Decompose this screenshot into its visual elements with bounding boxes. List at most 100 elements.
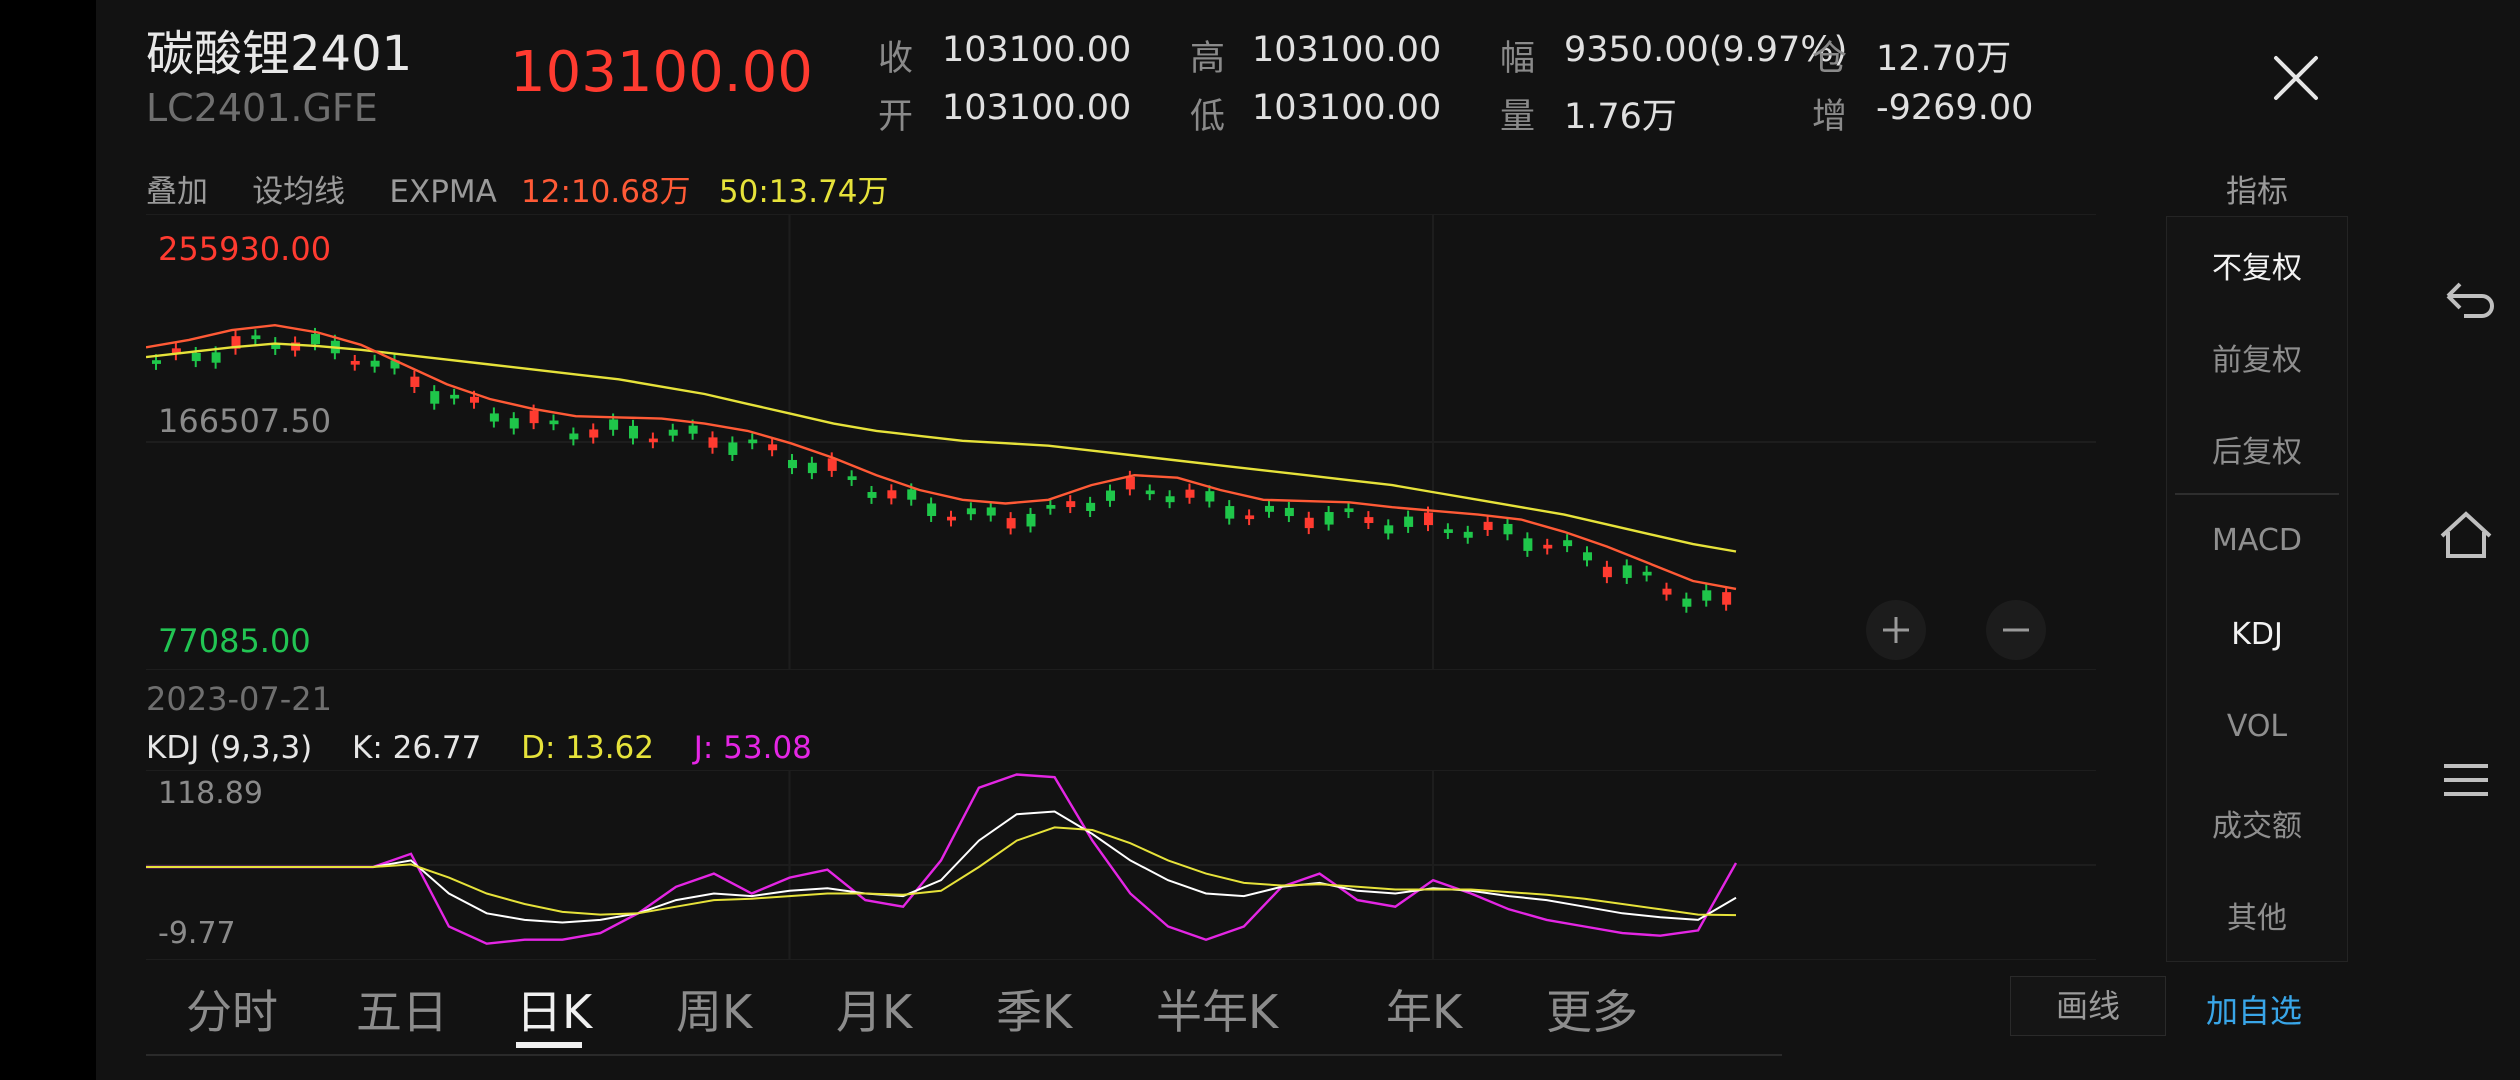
draw-line-label: 画线	[2055, 987, 2120, 1025]
indicator-tab[interactable]: 指标	[2226, 174, 2288, 210]
price-mid-label: 166507.50	[158, 402, 332, 440]
candle	[748, 439, 758, 444]
tab-baseline	[146, 1054, 1782, 1056]
candle	[1324, 512, 1334, 525]
tab-five-day[interactable]: 五日	[356, 985, 448, 1039]
increase-label: 增	[1812, 97, 1848, 137]
tab-half-year-k[interactable]: 半年K	[1156, 985, 1279, 1039]
candle	[1225, 506, 1235, 519]
candle	[529, 410, 539, 424]
high-label: 高	[1190, 39, 1226, 79]
kdj-d-value: D: 13.62	[521, 730, 654, 766]
candle	[1384, 525, 1394, 534]
panel-item-macd[interactable]: MACD	[2212, 523, 2302, 558]
candle	[350, 360, 360, 365]
candle	[1583, 552, 1592, 561]
tab-quarterly-k[interactable]: 季K	[996, 985, 1073, 1039]
kdj-j-line	[146, 773, 1738, 945]
candle	[668, 429, 678, 436]
candle	[609, 419, 619, 430]
candle	[1443, 529, 1453, 533]
set-ma-button[interactable]: 设均线	[252, 174, 346, 210]
candle	[887, 490, 897, 499]
kdj-chart	[146, 770, 2096, 960]
kdj-params: KDJ (9,3,3)	[146, 730, 313, 766]
plus-icon	[1883, 617, 1909, 643]
tab-intraday[interactable]: 分时	[186, 985, 278, 1039]
active-tab-indicator	[516, 1042, 582, 1048]
panel-item-kdj[interactable]: KDJ	[2231, 617, 2283, 652]
panel-item-forward-adjust[interactable]: 前复权	[2212, 343, 2302, 378]
candle	[1245, 515, 1255, 520]
candle	[410, 376, 420, 387]
panel-item-backward-adjust[interactable]: 后复权	[2212, 435, 2302, 470]
candle	[251, 335, 261, 340]
high-value: 103100.00	[1252, 30, 1442, 70]
panel-item-turnover[interactable]: 成交额	[2212, 809, 2302, 844]
position-value: 12.70万	[1876, 39, 2012, 79]
panel-item-no-adjust[interactable]: 不复权	[2212, 251, 2302, 286]
candle	[430, 391, 440, 404]
price-min-label: 77085.00	[158, 622, 311, 660]
low-value: 103100.00	[1252, 88, 1442, 128]
candle	[1602, 566, 1612, 578]
candle	[1145, 490, 1155, 495]
candlestick-chart	[146, 214, 2096, 670]
candle	[569, 433, 579, 440]
open-value: 103100.00	[942, 88, 1132, 128]
tab-monthly-k[interactable]: 月K	[836, 985, 913, 1039]
home-icon[interactable]	[2426, 496, 2506, 576]
add-watchlist-button[interactable]: 加自选	[2206, 986, 2302, 1032]
tab-weekly-k[interactable]: 周K	[676, 985, 753, 1039]
candle	[1006, 518, 1016, 529]
candle	[788, 459, 797, 469]
candle	[1622, 565, 1632, 578]
zoom-out-button[interactable]	[1986, 600, 2046, 660]
candle	[1066, 501, 1076, 508]
panel-item-vol[interactable]: VOL	[2226, 709, 2288, 744]
close-label: 收	[878, 39, 914, 79]
draw-line-button[interactable]: 画线	[2010, 976, 2166, 1036]
cursor-date: 2023-07-21	[146, 680, 332, 718]
candle	[688, 425, 698, 434]
candle	[450, 394, 460, 399]
volume-value: 1.76万	[1564, 97, 1677, 137]
ema12-value: 12:10.68万	[521, 174, 691, 210]
candle	[311, 333, 320, 345]
candle	[1086, 502, 1096, 511]
position-label: 仓	[1812, 39, 1848, 79]
tab-more[interactable]: 更多	[1546, 985, 1638, 1039]
candle	[986, 507, 996, 516]
candle	[171, 348, 181, 355]
add-watchlist-label: 加自选	[2206, 992, 2303, 1030]
tab-daily-k[interactable]: 日K	[516, 985, 593, 1039]
candle	[1165, 496, 1175, 503]
candle	[271, 343, 281, 349]
back-icon[interactable]	[2426, 258, 2506, 338]
candle	[1722, 592, 1732, 605]
overlay-button[interactable]: 叠加	[146, 174, 208, 210]
contract-code: LC2401.GFE	[146, 86, 378, 130]
close-icon[interactable]	[2268, 50, 2324, 106]
candle	[470, 396, 479, 403]
zoom-in-button[interactable]	[1866, 600, 1926, 660]
ema50-line	[146, 342, 1737, 553]
candle	[1543, 544, 1553, 549]
candle	[152, 360, 161, 364]
menu-icon[interactable]	[2426, 740, 2506, 820]
tab-yearly-k[interactable]: 年K	[1386, 985, 1463, 1039]
candle	[370, 360, 380, 367]
panel-item-other[interactable]: 其他	[2227, 901, 2287, 936]
contract-name: 碳酸锂2401	[146, 26, 413, 82]
candle	[807, 462, 817, 474]
candle	[390, 360, 400, 369]
candle	[708, 437, 718, 448]
candle	[629, 425, 638, 439]
candle	[231, 336, 241, 349]
candle	[211, 352, 221, 363]
close-value: 103100.00	[942, 30, 1132, 70]
candle	[1642, 571, 1652, 576]
candle	[1503, 523, 1513, 535]
open-label: 开	[878, 97, 914, 137]
ema12-line	[146, 323, 1737, 591]
